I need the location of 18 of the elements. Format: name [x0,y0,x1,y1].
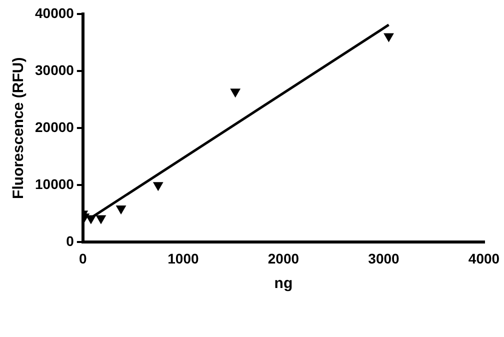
y-tick-label: 0 [66,233,74,250]
x-tick-label: 3000 [368,250,400,266]
point [116,206,126,214]
point [384,33,394,42]
y-tick-label: 10000 [34,176,74,192]
x-axis-title: ng [274,275,293,292]
x-tick-label: 2000 [268,250,300,266]
y-tick-label: 30000 [34,62,74,78]
x-tick-label: 1000 [168,250,199,266]
y-axis-title: Fluorescence (RFU) [10,57,28,199]
x-tick-label: 0 [79,250,88,266]
x-tick-label: 4000 [468,250,500,266]
y-tick-label: 40000 [34,4,74,21]
point [153,182,163,191]
y-tick-label: 20000 [34,118,74,135]
point [230,88,240,98]
point [86,215,96,224]
point [96,215,106,224]
